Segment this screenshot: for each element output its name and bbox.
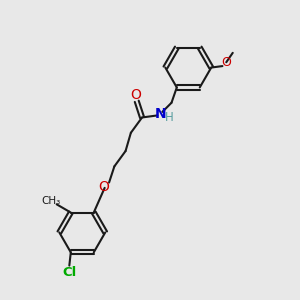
Text: CH₃: CH₃: [41, 196, 60, 206]
Text: N: N: [154, 107, 166, 121]
Text: O: O: [130, 88, 141, 102]
Text: Cl: Cl: [63, 266, 77, 279]
Text: O: O: [98, 180, 109, 194]
Text: H: H: [165, 111, 174, 124]
Text: O: O: [221, 56, 231, 69]
